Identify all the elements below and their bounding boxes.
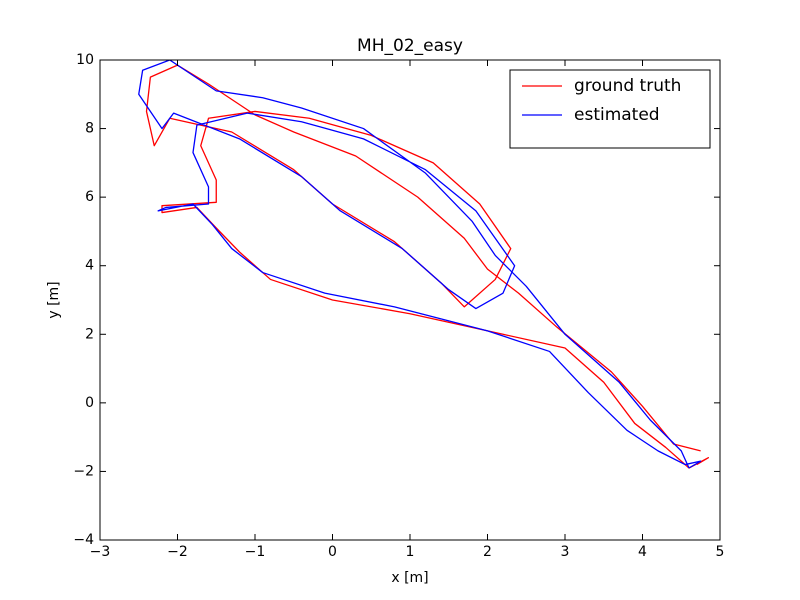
x-tick-label: 5 <box>716 544 725 560</box>
x-tick-label: 4 <box>638 544 647 560</box>
y-tick-label: 2 <box>85 326 94 342</box>
y-tick-label: −2 <box>73 463 94 479</box>
trajectory-line <box>145 64 710 469</box>
y-tick-label: 8 <box>85 121 94 137</box>
x-tick-label: −1 <box>245 544 266 560</box>
x-tick-label: 0 <box>328 544 337 560</box>
y-tick-label: 6 <box>85 189 94 205</box>
y-axis-label: y [m] <box>46 281 62 318</box>
y-tick-label: 10 <box>76 52 94 68</box>
x-axis-label: x [m] <box>391 570 428 586</box>
trajectory-line <box>138 60 702 469</box>
legend-label: ground truth <box>574 76 681 96</box>
y-tick-label: 4 <box>85 258 94 274</box>
chart-title: MH_02_easy <box>357 36 463 56</box>
x-tick-label: 1 <box>406 544 415 560</box>
x-tick-label: 3 <box>561 544 570 560</box>
legend-box <box>509 69 711 149</box>
y-tick-label: 0 <box>85 395 94 411</box>
y-tick-label: −4 <box>73 532 94 548</box>
plot-area <box>138 60 710 469</box>
legend-label: estimated <box>574 105 660 125</box>
x-tick-label: −3 <box>90 544 111 560</box>
x-tick-label: 2 <box>483 544 492 560</box>
x-tick-label: −2 <box>167 544 188 560</box>
